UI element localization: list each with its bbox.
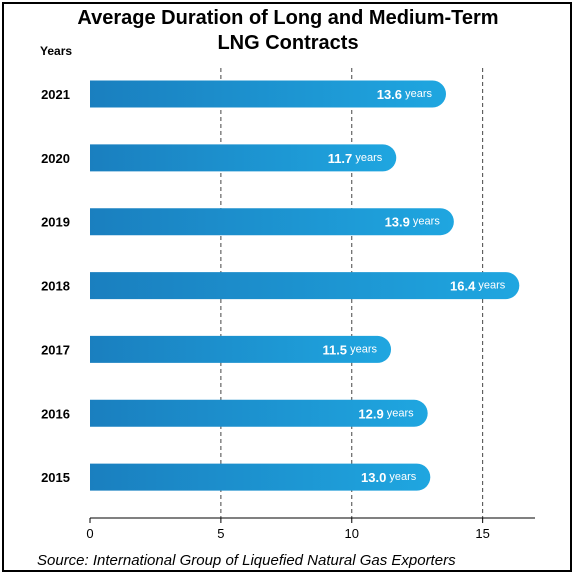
y-tick-label-2019: 2019 xyxy=(41,215,70,230)
bar-2015 xyxy=(90,463,431,491)
x-tick-label-5: 5 xyxy=(217,526,224,541)
data-label-2015: 13.0 years xyxy=(361,470,417,485)
bar-2020 xyxy=(90,144,397,172)
data-label-2016: 12.9 years xyxy=(358,406,414,421)
x-tick-label-10: 10 xyxy=(345,526,359,541)
source-note: Source: International Group of Liquefied… xyxy=(37,552,456,569)
x-tick-label-0: 0 xyxy=(86,526,93,541)
bar-2018 xyxy=(90,272,520,300)
x-tick-label-15: 15 xyxy=(475,526,489,541)
chart-title-line-2: LNG Contracts xyxy=(217,32,359,54)
bar-2019 xyxy=(90,208,454,236)
y-tick-label-2018: 2018 xyxy=(41,279,70,294)
y-tick-label-2021: 2021 xyxy=(41,87,70,102)
data-label-2021: 13.6 years xyxy=(377,87,433,102)
data-label-2017: 11.5 years xyxy=(322,342,377,357)
bar-2021 xyxy=(90,80,446,108)
chart-title: Average Duration of Long and Medium-Term… xyxy=(0,6,576,56)
y-tick-label-2015: 2015 xyxy=(41,470,70,485)
data-label-2020: 11.7 years xyxy=(328,151,383,166)
y-tick-label-2016: 2016 xyxy=(41,406,70,421)
y-tick-label-2017: 2017 xyxy=(41,342,70,357)
data-label-2019: 13.9 years xyxy=(385,215,441,230)
data-label-2018: 16.4 years xyxy=(450,279,506,294)
bar-2016 xyxy=(90,399,428,427)
chart-title-line-1: Average Duration of Long and Medium-Term xyxy=(77,7,499,29)
y-tick-label-2020: 2020 xyxy=(41,151,70,166)
bar-2017 xyxy=(90,335,392,363)
y-axis-unit-label: Years xyxy=(40,44,73,58)
